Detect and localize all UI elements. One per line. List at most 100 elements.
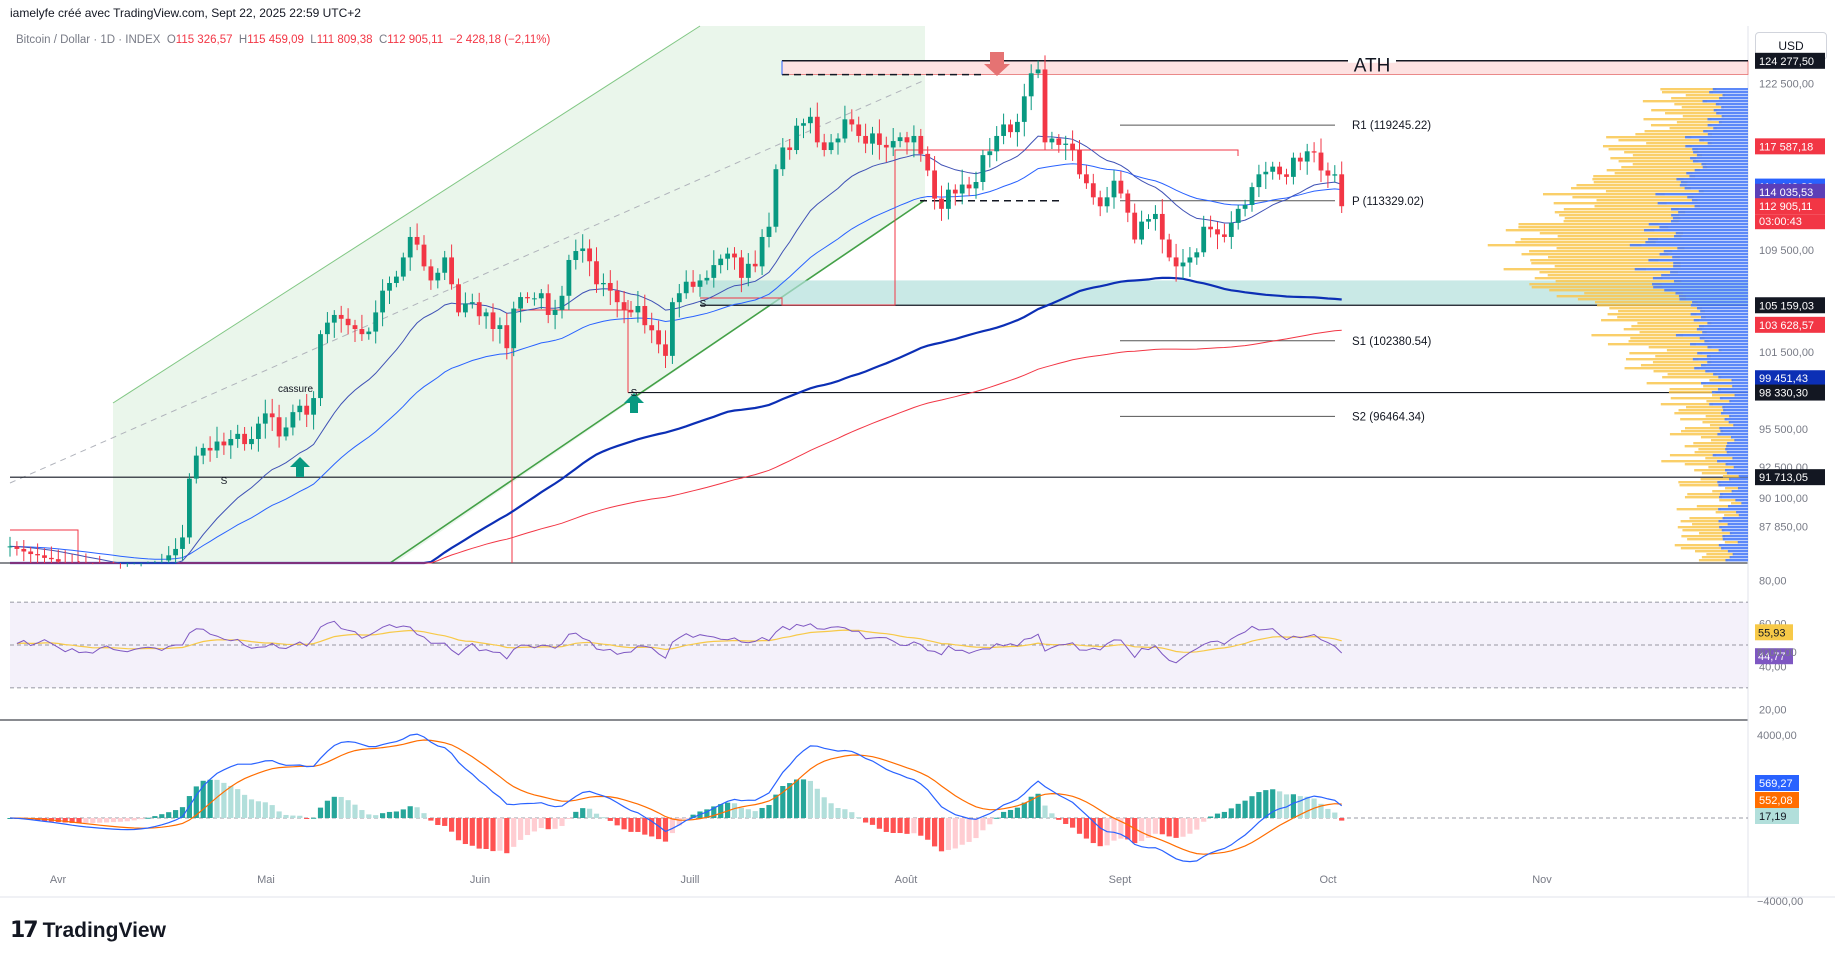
- volume-profile-bar: [1660, 88, 1717, 91]
- volume-profile-bar: [1719, 499, 1737, 502]
- candle-body: [249, 438, 254, 445]
- candle: [552, 299, 558, 330]
- candle-body: [345, 318, 351, 326]
- volume-profile-bar: [1594, 301, 1698, 304]
- macd-histogram-bar: [994, 817, 1000, 819]
- candle: [1077, 139, 1082, 179]
- volume-profile-bar: [1725, 463, 1748, 466]
- candle-body: [359, 329, 365, 335]
- price-badge: [1755, 384, 1825, 401]
- rsi-tick-label: 20,00: [1759, 704, 1787, 716]
- macd-histogram-bar: [1283, 794, 1290, 818]
- volume-profile-bar: [1674, 235, 1748, 238]
- volume-profile-bar: [1726, 445, 1748, 448]
- macd-histogram-bar: [255, 801, 261, 818]
- volume-profile-bar: [1648, 259, 1748, 262]
- volume-profile-bar: [1713, 373, 1748, 376]
- candle-body: [166, 555, 172, 561]
- symbol-label[interactable]: Bitcoin / Dollar · 1D · INDEX: [16, 34, 161, 46]
- volume-profile-bar: [1719, 526, 1748, 529]
- candle: [883, 136, 889, 163]
- macd-histogram-bar: [821, 797, 827, 818]
- candle: [718, 254, 724, 274]
- macd-histogram-bar: [1035, 793, 1041, 818]
- macd-histogram-bar: [145, 817, 151, 819]
- price-tick-label: 95 500,00: [1759, 424, 1808, 436]
- ema-fast-line: [9, 135, 1342, 564]
- candle: [628, 300, 634, 318]
- macd-histogram-bar: [193, 786, 199, 818]
- volume-profile-bar: [1718, 121, 1748, 124]
- volume-profile-bar: [1698, 559, 1728, 562]
- candle-body: [683, 281, 689, 294]
- macd-histogram-bar: [980, 818, 986, 831]
- macd-histogram-bar: [276, 811, 282, 818]
- macd-histogram-bar: [511, 818, 517, 847]
- volume-profile-bar: [1707, 124, 1748, 127]
- volume-profile-bar: [1695, 550, 1730, 553]
- macd-histogram-bar: [945, 818, 951, 850]
- volume-profile-bar: [1700, 316, 1748, 319]
- candle-body: [325, 322, 330, 335]
- candle-body: [1297, 157, 1303, 162]
- volume-profile-bar: [1624, 367, 1700, 370]
- macd-histogram-bar: [538, 818, 544, 828]
- sma-red-line: [10, 329, 1342, 564]
- volume-profile-bar: [1726, 451, 1748, 454]
- macd-histogram-bar: [531, 818, 537, 832]
- macd-histogram-bar: [1339, 818, 1345, 821]
- price-badge-countdown: 03:00:43: [1759, 216, 1802, 228]
- candle: [387, 276, 392, 305]
- tradingview-logo[interactable]: 17 TradingView: [10, 918, 166, 943]
- volume-profile-bar: [1721, 547, 1748, 550]
- volume-profile-bar: [1539, 232, 1683, 235]
- macd-histogram-bar: [1297, 796, 1303, 818]
- time-axis-label: Nov: [1532, 874, 1552, 886]
- candle: [966, 176, 972, 197]
- trend-channel-fill: [113, 26, 925, 563]
- macd-histogram-bar: [414, 807, 420, 818]
- candle: [532, 292, 537, 306]
- macd-histogram-bar: [117, 818, 123, 822]
- macd-histogram-bar: [676, 818, 682, 826]
- candle: [345, 308, 351, 335]
- volume-profile-bar: [1731, 490, 1748, 493]
- macd-histogram-bar: [497, 818, 503, 851]
- macd-histogram-bar: [83, 818, 89, 824]
- volume-profile-bar: [1679, 184, 1748, 187]
- volume-profile-bar: [1707, 142, 1748, 145]
- volume-profile-bar: [1722, 535, 1748, 538]
- volume-profile-bar: [1678, 409, 1726, 412]
- candle: [607, 270, 613, 306]
- candle-body: [269, 413, 275, 418]
- ema-slow-line: [9, 163, 1342, 560]
- candle: [1104, 186, 1110, 213]
- volume-profile-bar: [1547, 256, 1680, 259]
- macd-badge: [1755, 792, 1799, 808]
- volume-profile-bar: [1547, 274, 1670, 277]
- macd-histogram-bar: [766, 805, 772, 818]
- macd-histogram-bar: [173, 810, 179, 818]
- macd-histogram-bar: [1332, 812, 1338, 818]
- candle-body: [1235, 208, 1241, 223]
- volume-profile-bar: [1738, 514, 1748, 517]
- candle: [752, 250, 758, 273]
- candle: [1325, 162, 1331, 188]
- macd-histogram-bar: [662, 818, 669, 842]
- volume-profile-bar: [1733, 424, 1748, 427]
- candle-body: [1104, 197, 1110, 207]
- macd-badge-label: 569,27: [1759, 778, 1793, 790]
- price-badge-label: 105 159,03: [1759, 300, 1814, 312]
- candle-body: [849, 119, 855, 125]
- macd-histogram-bar: [580, 808, 586, 818]
- candle-body: [1256, 174, 1262, 188]
- candle: [490, 303, 496, 342]
- candle-body: [338, 314, 344, 319]
- candle: [1339, 161, 1345, 213]
- volume-profile-bar: [1729, 556, 1748, 559]
- candle-body: [656, 330, 661, 345]
- candle-body: [918, 135, 924, 154]
- candle-body: [207, 447, 213, 451]
- candle: [614, 280, 620, 318]
